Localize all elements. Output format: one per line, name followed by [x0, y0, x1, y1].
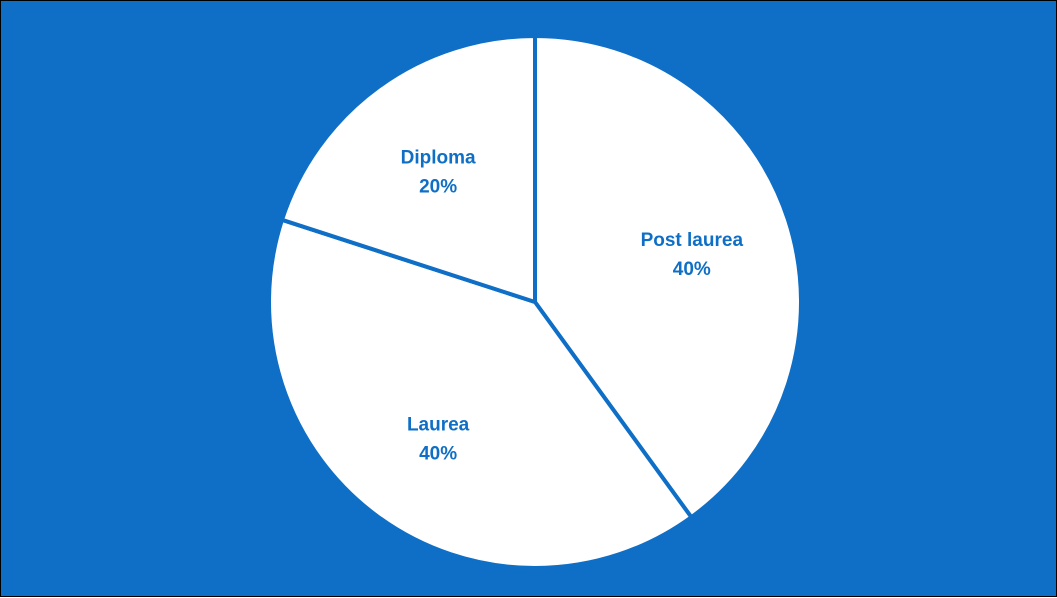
slice-value-post-laurea: 40% — [673, 259, 711, 280]
slice-value-laurea: 40% — [419, 443, 457, 464]
pie-labels: Post laurea 40% Laurea 40% Diploma 20% — [401, 148, 744, 465]
pie-slice-post-laurea — [533, 34, 803, 520]
pie-slice-diploma — [280, 34, 537, 304]
slice-label-laurea: Laurea — [407, 414, 470, 435]
slice-value-diploma: 20% — [419, 177, 457, 198]
pie-slice-laurea — [267, 217, 694, 570]
slice-label-post-laurea: Post laurea — [641, 230, 744, 251]
slice-label-diploma: Diploma — [401, 148, 476, 169]
pie-slices — [267, 34, 803, 570]
